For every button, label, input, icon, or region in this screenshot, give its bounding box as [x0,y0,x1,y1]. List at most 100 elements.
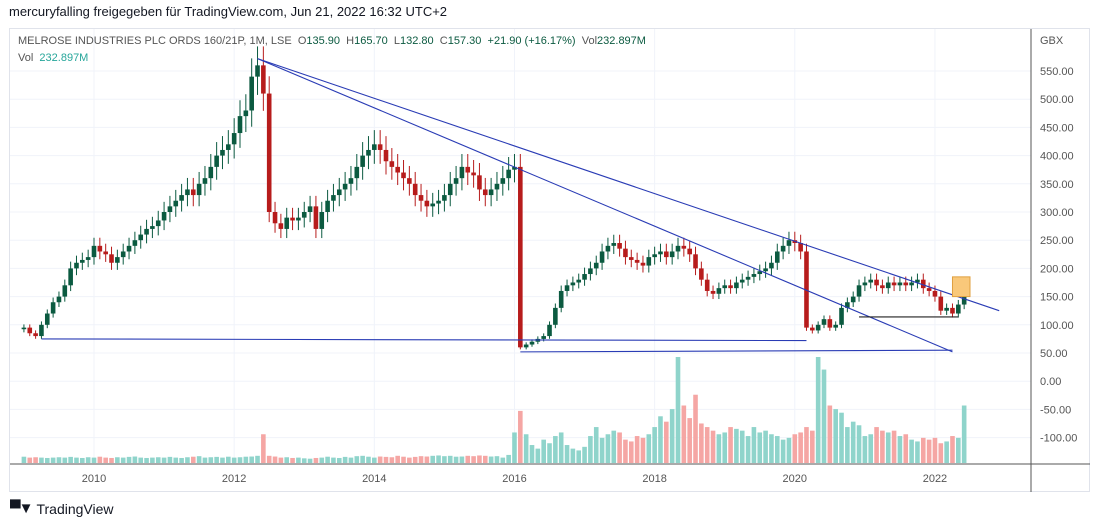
volume-bar [500,457,506,463]
candle-body [593,262,599,269]
volume-bar [424,456,430,463]
candle-body [769,262,774,269]
candle-body [331,195,336,201]
volume-bar [716,434,722,463]
low-value: 132.80 [400,35,434,47]
volume-bar [383,456,389,463]
candle-body [150,226,155,229]
volume-bar [301,458,307,463]
candle-body [909,282,914,286]
volume-bar [226,456,231,463]
volume-bar [120,457,126,463]
volume-bar [56,457,62,463]
change-value: +21.90 (+16.17%) [487,35,576,47]
candle-body [786,240,792,246]
volume-bar [570,448,576,463]
volume-bar [442,456,447,463]
volume-row-label: Vol [18,52,34,64]
candle-body [885,282,891,289]
candle-body [325,200,330,212]
volume-bar [115,457,120,463]
volume-bar [897,436,903,463]
y-tick-label: 150.00 [1040,292,1074,304]
candle-body [920,279,926,289]
candle-body [161,212,167,221]
candle-body [109,254,114,263]
volume-bar [436,455,441,463]
candle-body [494,183,500,190]
volume-bar [144,457,149,463]
symbol-legend: MELROSE INDUSTRIES PLC ORDS 160/21P, 1M,… [18,35,646,47]
x-tick-label: 2016 [502,473,526,485]
volume-bar [179,457,184,463]
volume-bar [97,456,103,463]
candle-body [401,172,406,179]
candle-body [74,262,79,269]
candle-body [407,178,412,184]
volume-bar [161,457,167,463]
volume-bar [938,443,944,463]
candle-body [482,189,488,196]
candle-body [664,251,669,258]
volume-bar [623,439,628,463]
candle-body [319,212,325,229]
volume-bar [407,457,412,463]
candle-body [459,166,465,179]
volume-bar [739,430,745,463]
y-tick-label: -50.00 [1040,404,1071,416]
candle-body [512,166,517,170]
volume-bar [804,427,809,463]
trendline [41,338,807,342]
candle-body [27,327,33,334]
candle-body [144,228,149,235]
candle-body [856,285,862,297]
volume-bar [103,457,108,463]
candle-body [821,319,827,325]
volume-bar [459,456,465,463]
volume-bar [617,432,622,463]
volume-bar [331,457,336,463]
volume-bar [558,432,564,463]
candle-body [704,279,710,291]
candle-body [138,234,144,241]
volume-bar [68,456,73,463]
candle-body [237,116,243,134]
candle-body [80,259,85,263]
volume-bar [856,425,862,463]
candle-body [623,248,628,258]
candle-body [126,245,132,252]
volume-bar [699,423,704,463]
trendline [257,58,953,353]
volume-bar [138,457,144,463]
candle-body [372,144,377,150]
volume-bar [827,405,833,463]
volume-bar [447,455,453,463]
volume-bar [710,430,716,463]
candle-body [634,259,640,263]
volume-bar [833,409,838,463]
volume-bar [792,434,798,463]
candle-body [477,175,482,190]
candle-body [722,285,728,289]
volume-bar [307,458,313,463]
volume-bar [874,427,879,463]
volume-bar [190,456,196,463]
candle-body [874,279,879,286]
chart-pane[interactable] [9,28,1090,492]
candle-body [681,245,687,249]
volume-bar [231,457,237,463]
tradingview-logo[interactable]: ▀▼ TradingView [10,500,114,517]
volume-bar [155,457,161,463]
volume-bar [342,456,348,463]
candle-body [506,169,511,179]
candle-body [950,307,955,314]
volume-bar [751,427,757,463]
volume-bar [815,357,821,463]
y-tick-label: 300.00 [1040,207,1074,219]
volume-bar [39,457,44,463]
candle-body [827,319,833,328]
volume-bar [389,457,395,463]
candle-body [296,217,301,221]
volume-bar [372,457,377,463]
